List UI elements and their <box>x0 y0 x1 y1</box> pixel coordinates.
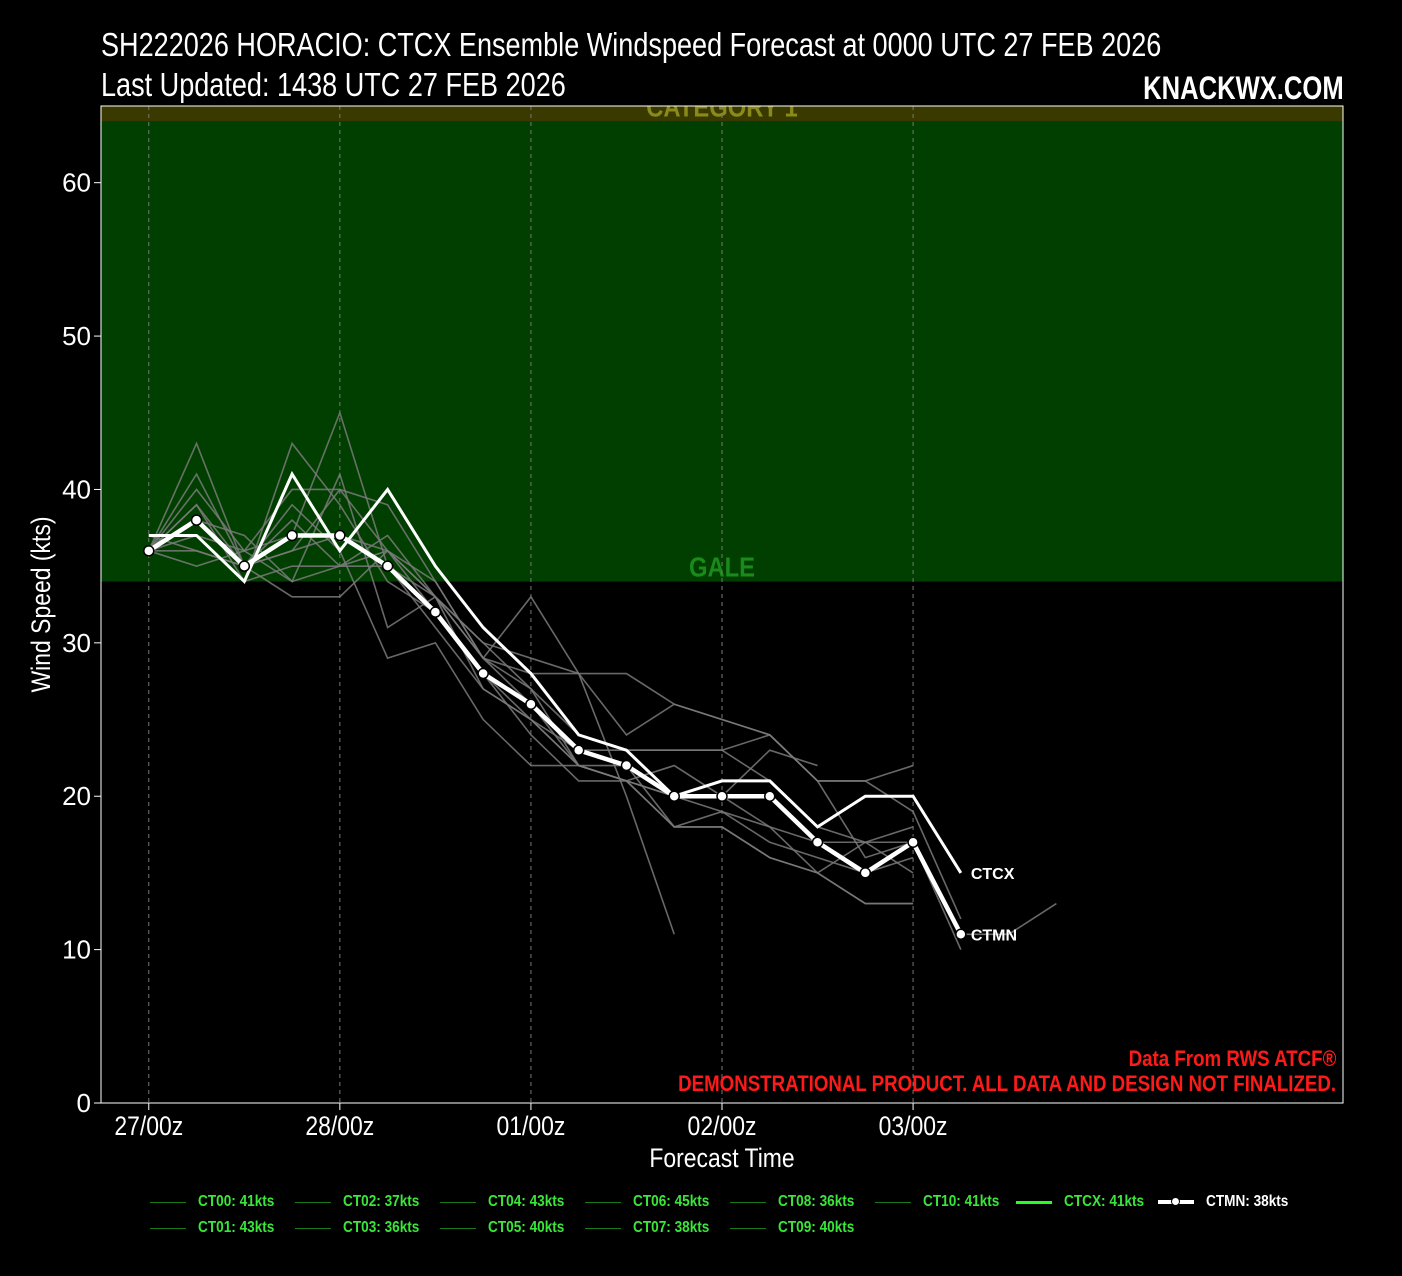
legend-swatch <box>585 1227 621 1229</box>
y-tick-label: 20 <box>62 781 91 811</box>
legend-label: CTCX: 41kts <box>1064 1193 1145 1210</box>
ctmn-point <box>381 560 394 572</box>
legend-label: CT01: 43kts <box>198 1219 275 1236</box>
ctmn-point <box>907 836 919 848</box>
legend-entry: CT07: 38kts <box>585 1219 723 1237</box>
legend-entry: CT09: 40kts <box>730 1219 868 1237</box>
member-line-ct05 <box>148 488 962 920</box>
y-tick-label: 30 <box>62 628 91 658</box>
legend-label: CT00: 41kts <box>198 1193 275 1210</box>
legend-swatch <box>440 1227 476 1229</box>
y-tick-label: 0 <box>77 1088 91 1118</box>
legend-label: CT05: 40kts <box>488 1219 565 1236</box>
legend-entry: CT10: 41kts <box>875 1193 1013 1211</box>
legend-swatch <box>1158 1197 1194 1206</box>
y-tick-label: 40 <box>62 474 91 504</box>
legend-entry: CT02: 37kts <box>295 1193 433 1211</box>
legend-label: CT08: 36kts <box>778 1193 855 1210</box>
member-line-ct07 <box>148 471 675 935</box>
legend-label: CTMN: 38kts <box>1206 1193 1289 1210</box>
legend-entry: CT03: 36kts <box>295 1219 433 1237</box>
x-tick-label: 27/00z <box>114 1111 183 1141</box>
ctmn-point <box>811 836 824 848</box>
ctmn-point <box>190 514 203 526</box>
ctmn-point <box>620 759 633 772</box>
ctmn-point <box>764 790 776 802</box>
y-tick-label: 10 <box>62 935 91 965</box>
legend-swatch <box>585 1201 621 1203</box>
last-updated: Last Updated: 1438 UTC 27 FEB 2026 <box>101 66 566 103</box>
legend-label: CT06: 45kts <box>633 1193 710 1210</box>
ctmn-point <box>955 928 967 941</box>
legend-swatch <box>875 1201 911 1203</box>
series-end-label-ctmn: CTMN <box>971 927 1017 944</box>
legend-swatch <box>730 1201 766 1203</box>
ctmn-point <box>429 606 442 618</box>
legend-entry: CT05: 40kts <box>440 1219 578 1237</box>
x-tick-label: 01/00z <box>496 1111 565 1141</box>
x-tick-label: 28/00z <box>305 1111 374 1141</box>
x-axis-label: Forecast Time <box>649 1143 794 1173</box>
band-1 <box>101 106 1343 122</box>
ctmn-point <box>286 529 298 542</box>
legend-swatch <box>730 1227 766 1229</box>
series-end-label-ctcx: CTCX <box>971 866 1015 883</box>
legend-swatch <box>440 1201 476 1203</box>
ctmn-point <box>334 529 346 542</box>
legend-label: CT02: 37kts <box>343 1193 420 1210</box>
x-tick-label: 03/00z <box>879 1111 948 1141</box>
y-axis-label: Wind Speed (kts) <box>26 517 56 693</box>
legend-swatch <box>295 1227 331 1229</box>
legend-label: CT09: 40kts <box>778 1219 855 1236</box>
ctmn-point <box>525 698 537 710</box>
data-source-note: Data From RWS ATCF® <box>1128 1046 1336 1071</box>
brand-logo-text: KNACKWX.COM <box>1143 70 1344 106</box>
legend-label: CT04: 43kts <box>488 1193 565 1210</box>
legend-entry: CT06: 45kts <box>585 1193 723 1211</box>
legend-swatch <box>1016 1200 1052 1204</box>
demo-disclaimer: DEMONSTRATIONAL PRODUCT. ALL DATA AND DE… <box>678 1071 1336 1096</box>
y-tick-label: 50 <box>62 321 91 351</box>
legend-entry: CT00: 41kts <box>150 1193 288 1211</box>
ctmn-point <box>572 744 585 756</box>
series-line-ctmn <box>147 517 963 936</box>
ctmn-point <box>859 867 872 879</box>
legend-label: CT10: 41kts <box>923 1193 1000 1210</box>
y-tick-label: 60 <box>62 168 91 198</box>
legend-swatch <box>150 1227 186 1229</box>
legend-entry: CTCX: 41kts <box>1016 1193 1158 1211</box>
legend-entry: CT01: 43kts <box>150 1219 288 1237</box>
chart-title: SH222026 HORACIO: CTCX Ensemble Windspee… <box>101 26 1162 63</box>
legend-entry: CT08: 36kts <box>730 1193 868 1211</box>
ctmn-point <box>143 545 155 557</box>
member-line-ct09 <box>148 472 962 950</box>
legend-label: CT07: 38kts <box>633 1219 710 1236</box>
series-line-ctcx <box>148 470 963 874</box>
band-0 <box>101 121 1343 582</box>
legend-swatch <box>150 1201 186 1203</box>
x-tick-label: 02/00z <box>688 1111 757 1141</box>
legend-label: CT03: 36kts <box>343 1219 420 1236</box>
legend-entry: CTMN: 38kts <box>1158 1193 1303 1211</box>
legend-swatch <box>295 1201 331 1203</box>
ctmn-point <box>477 667 489 680</box>
legend-entry: CT04: 43kts <box>440 1193 578 1211</box>
ctmn-point <box>238 560 251 572</box>
ctmn-point <box>716 790 728 802</box>
ctmn-point <box>668 790 680 802</box>
